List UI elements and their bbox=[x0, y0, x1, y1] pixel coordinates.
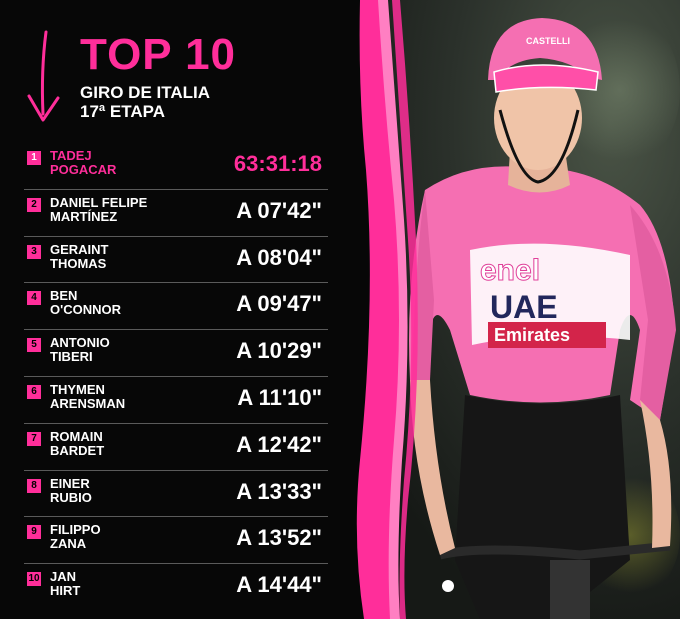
rider-first-name: ROMAIN bbox=[50, 428, 103, 444]
rider-last-name: ZANA bbox=[50, 536, 87, 552]
rider-last-name: RUBIO bbox=[50, 489, 92, 505]
ranking-row: 6 THYMEN ARENSMAN A 11'10" bbox=[24, 377, 328, 424]
ranking-row: 1 TADEJ POGACAR 63:31:18 bbox=[24, 143, 328, 190]
rider-first-name: DANIEL FELIPE bbox=[50, 194, 148, 210]
ranking-row: 10 JAN HIRT A 14'44" bbox=[24, 564, 328, 611]
ranking-row: 7 ROMAIN BARDET A 12'42" bbox=[24, 424, 328, 471]
ranking-list: 1 TADEJ POGACAR 63:31:18 2 DANIEL FELIPE… bbox=[24, 143, 328, 611]
arrow-down-icon bbox=[27, 30, 60, 122]
ranking-panel bbox=[0, 0, 372, 619]
rider-name: GERAINT THOMAS bbox=[50, 241, 109, 271]
title: TOP 10 bbox=[80, 30, 237, 79]
rider-time: A 09'47" bbox=[236, 291, 322, 317]
rider-first-name: TADEJ bbox=[50, 148, 92, 163]
rider-last-name: HIRT bbox=[50, 583, 81, 599]
rider-name: EINER RUBIO bbox=[50, 475, 92, 505]
position-badge: 1 bbox=[27, 151, 41, 165]
rider-first-name: JAN bbox=[50, 569, 77, 585]
rider-name: TADEJ POGACAR bbox=[50, 149, 116, 177]
rider-photo: enel UAE Emirates CASTELLI bbox=[330, 0, 680, 619]
helmet-text: CASTELLI bbox=[526, 36, 570, 46]
position-badge: 2 bbox=[27, 197, 41, 212]
rider-last-name: POGACAR bbox=[50, 162, 117, 177]
ranking-row: 2 DANIEL FELIPE MARTÍNEZ A 07'42" bbox=[24, 190, 328, 237]
jersey-brand1: enel bbox=[480, 254, 540, 287]
rider-last-name: MARTÍNEZ bbox=[50, 208, 118, 224]
rider-first-name: THYMEN bbox=[50, 381, 105, 397]
position-badge: 3 bbox=[27, 244, 41, 259]
position-badge: 9 bbox=[27, 525, 41, 540]
rider-time: A 13'33" bbox=[236, 478, 322, 504]
ranking-row: 9 FILIPPO ZANA A 13'52" bbox=[24, 517, 328, 565]
rider-last-name: O'CONNOR bbox=[50, 302, 121, 318]
ranking-row: 4 BEN O'CONNOR A 09'47" bbox=[24, 283, 328, 331]
rider-illustration: enel UAE Emirates CASTELLI bbox=[409, 18, 676, 619]
ranking-row: 5 ANTONIO TIBERI A 10'29" bbox=[24, 330, 328, 377]
rider-last-name: THOMAS bbox=[50, 255, 107, 271]
rider-last-name: TIBERI bbox=[50, 349, 93, 365]
subtitle-stage: 17ª ETAPA bbox=[80, 102, 166, 121]
ranking-row: 8 EINER RUBIO A 13'33" bbox=[24, 471, 328, 518]
position-badge: 10 bbox=[27, 572, 41, 587]
rider-time: A 11'10" bbox=[237, 384, 322, 410]
rider-time: A 10'29" bbox=[236, 338, 322, 364]
position-badge: 7 bbox=[27, 431, 41, 446]
rider-name: THYMEN ARENSMAN bbox=[50, 381, 126, 411]
rider-time: 63:31:18 bbox=[233, 151, 322, 176]
jersey-brand3: Emirates bbox=[494, 325, 570, 345]
rider-first-name: FILIPPO bbox=[50, 522, 101, 538]
rider-first-name: ANTONIO bbox=[50, 335, 110, 351]
jersey-brand2: UAE bbox=[490, 289, 558, 325]
rider-time: A 08'04" bbox=[236, 244, 322, 270]
rider-first-name: GERAINT bbox=[50, 241, 109, 257]
rider-last-name: ARENSMAN bbox=[50, 395, 126, 411]
position-badge: 6 bbox=[27, 384, 41, 399]
rider-first-name: EINER bbox=[50, 475, 90, 491]
ranking-row: 3 GERAINT THOMAS A 08'04" bbox=[24, 237, 328, 284]
rider-first-name: BEN bbox=[50, 288, 78, 304]
pink-brush-stroke bbox=[356, 0, 418, 619]
rider-name: ANTONIO TIBERI bbox=[50, 336, 110, 364]
position-badge: 5 bbox=[27, 338, 41, 353]
subtitle-race: GIRO DE ITALIA bbox=[80, 83, 211, 102]
position-badge: 8 bbox=[27, 478, 41, 493]
rider-name: JAN HIRT bbox=[50, 570, 80, 598]
rider-time: A 12'42" bbox=[236, 431, 322, 457]
rider-last-name: BARDET bbox=[50, 442, 105, 458]
rider-time: A 14'44" bbox=[236, 572, 322, 598]
rider-name: BEN O'CONNOR bbox=[50, 289, 121, 317]
rider-name: FILIPPO ZANA bbox=[50, 523, 101, 551]
rider-name: ROMAIN BARDET bbox=[50, 428, 105, 458]
rider-time: A 07'42" bbox=[236, 197, 322, 223]
rider-time: A 13'52" bbox=[236, 525, 322, 551]
rider-name: DANIEL FELIPE MARTÍNEZ bbox=[50, 194, 148, 224]
position-badge: 4 bbox=[27, 291, 41, 306]
